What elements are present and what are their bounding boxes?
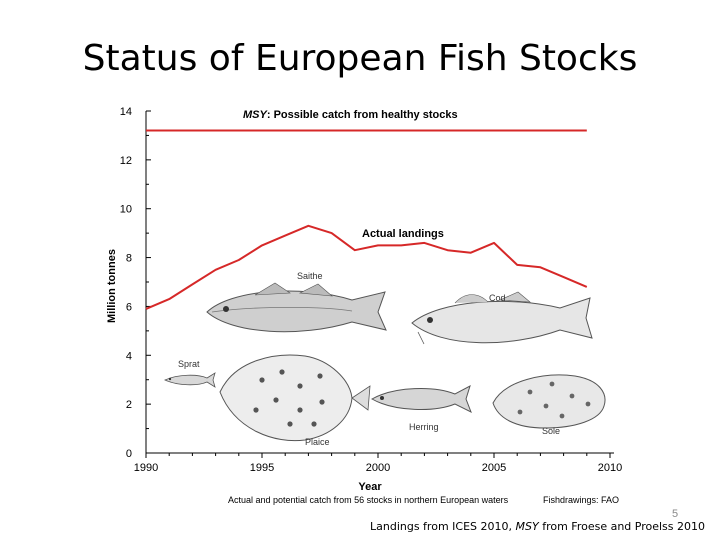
fish-label-saithe: Saithe xyxy=(297,271,323,281)
axes: 0 2 4 6 8 10 12 14 1990 1995 2000 2005 2010 Year Milli… xyxy=(106,106,622,493)
fish-label-sole: Sole xyxy=(542,426,560,436)
fish-label-cod: Cod xyxy=(489,293,506,303)
y-tick-label: 6 xyxy=(126,301,132,313)
x-tick-label: 2005 xyxy=(482,462,506,474)
series xyxy=(145,129,588,310)
fish-label-plaice: Plaice xyxy=(305,437,330,447)
series-label-msy-rest: : Possible catch from healthy stocks xyxy=(267,109,458,121)
source-msy: MSY xyxy=(515,520,539,533)
y-tick-label: 2 xyxy=(126,399,132,411)
series-label-actual: Actual landings xyxy=(362,228,444,240)
actual-landings-line xyxy=(145,224,588,310)
x-tick-label: 1990 xyxy=(134,462,158,474)
fish-illustrations: Saithe Cod Sprat Plaice xyxy=(164,271,606,447)
fish-label-sprat: Sprat xyxy=(178,359,200,369)
x-tick-label: 2000 xyxy=(366,462,390,474)
source-part1: Landings from ICES 2010, xyxy=(370,520,516,533)
chart-credit: Fishdrawings: FAO xyxy=(543,495,620,505)
saithe-illustration: Saithe xyxy=(206,271,387,333)
cod-illustration: Cod xyxy=(411,291,593,345)
series-label-msy-italic: MSY xyxy=(243,109,269,121)
x-tick-label: 1995 xyxy=(250,462,274,474)
y-axis-title: Million tonnes xyxy=(106,249,118,323)
page-number: 5 xyxy=(672,508,679,520)
sprat-illustration: Sprat xyxy=(164,359,216,388)
source-part2: from Froese and Proelss 2010 xyxy=(538,520,706,533)
sole-illustration: Sole xyxy=(492,374,606,436)
y-tick-label: 10 xyxy=(120,204,132,216)
series-label-msy: MSY: Possible catch from healthy stocks xyxy=(243,109,458,121)
fish-label-herring: Herring xyxy=(409,422,439,432)
series-labels: MSY: Possible catch from healthy stocks … xyxy=(243,109,458,240)
y-tick-label: 14 xyxy=(120,106,132,118)
y-tick-label: 0 xyxy=(126,448,132,460)
herring-illustration: Herring xyxy=(370,384,472,432)
y-tick-label: 12 xyxy=(120,155,132,167)
chart-caption: Actual and potential catch from 56 stock… xyxy=(228,495,509,505)
plaice-illustration: Plaice xyxy=(219,354,371,447)
y-tick-label: 8 xyxy=(126,253,132,265)
y-tick-label: 4 xyxy=(126,350,132,362)
x-tick-label: 2010 xyxy=(598,462,622,474)
x-axis-title: Year xyxy=(358,481,382,493)
source-citation: Landings from ICES 2010, MSY from Froese… xyxy=(370,520,705,533)
slide-title: Status of European Fish Stocks xyxy=(82,38,638,79)
